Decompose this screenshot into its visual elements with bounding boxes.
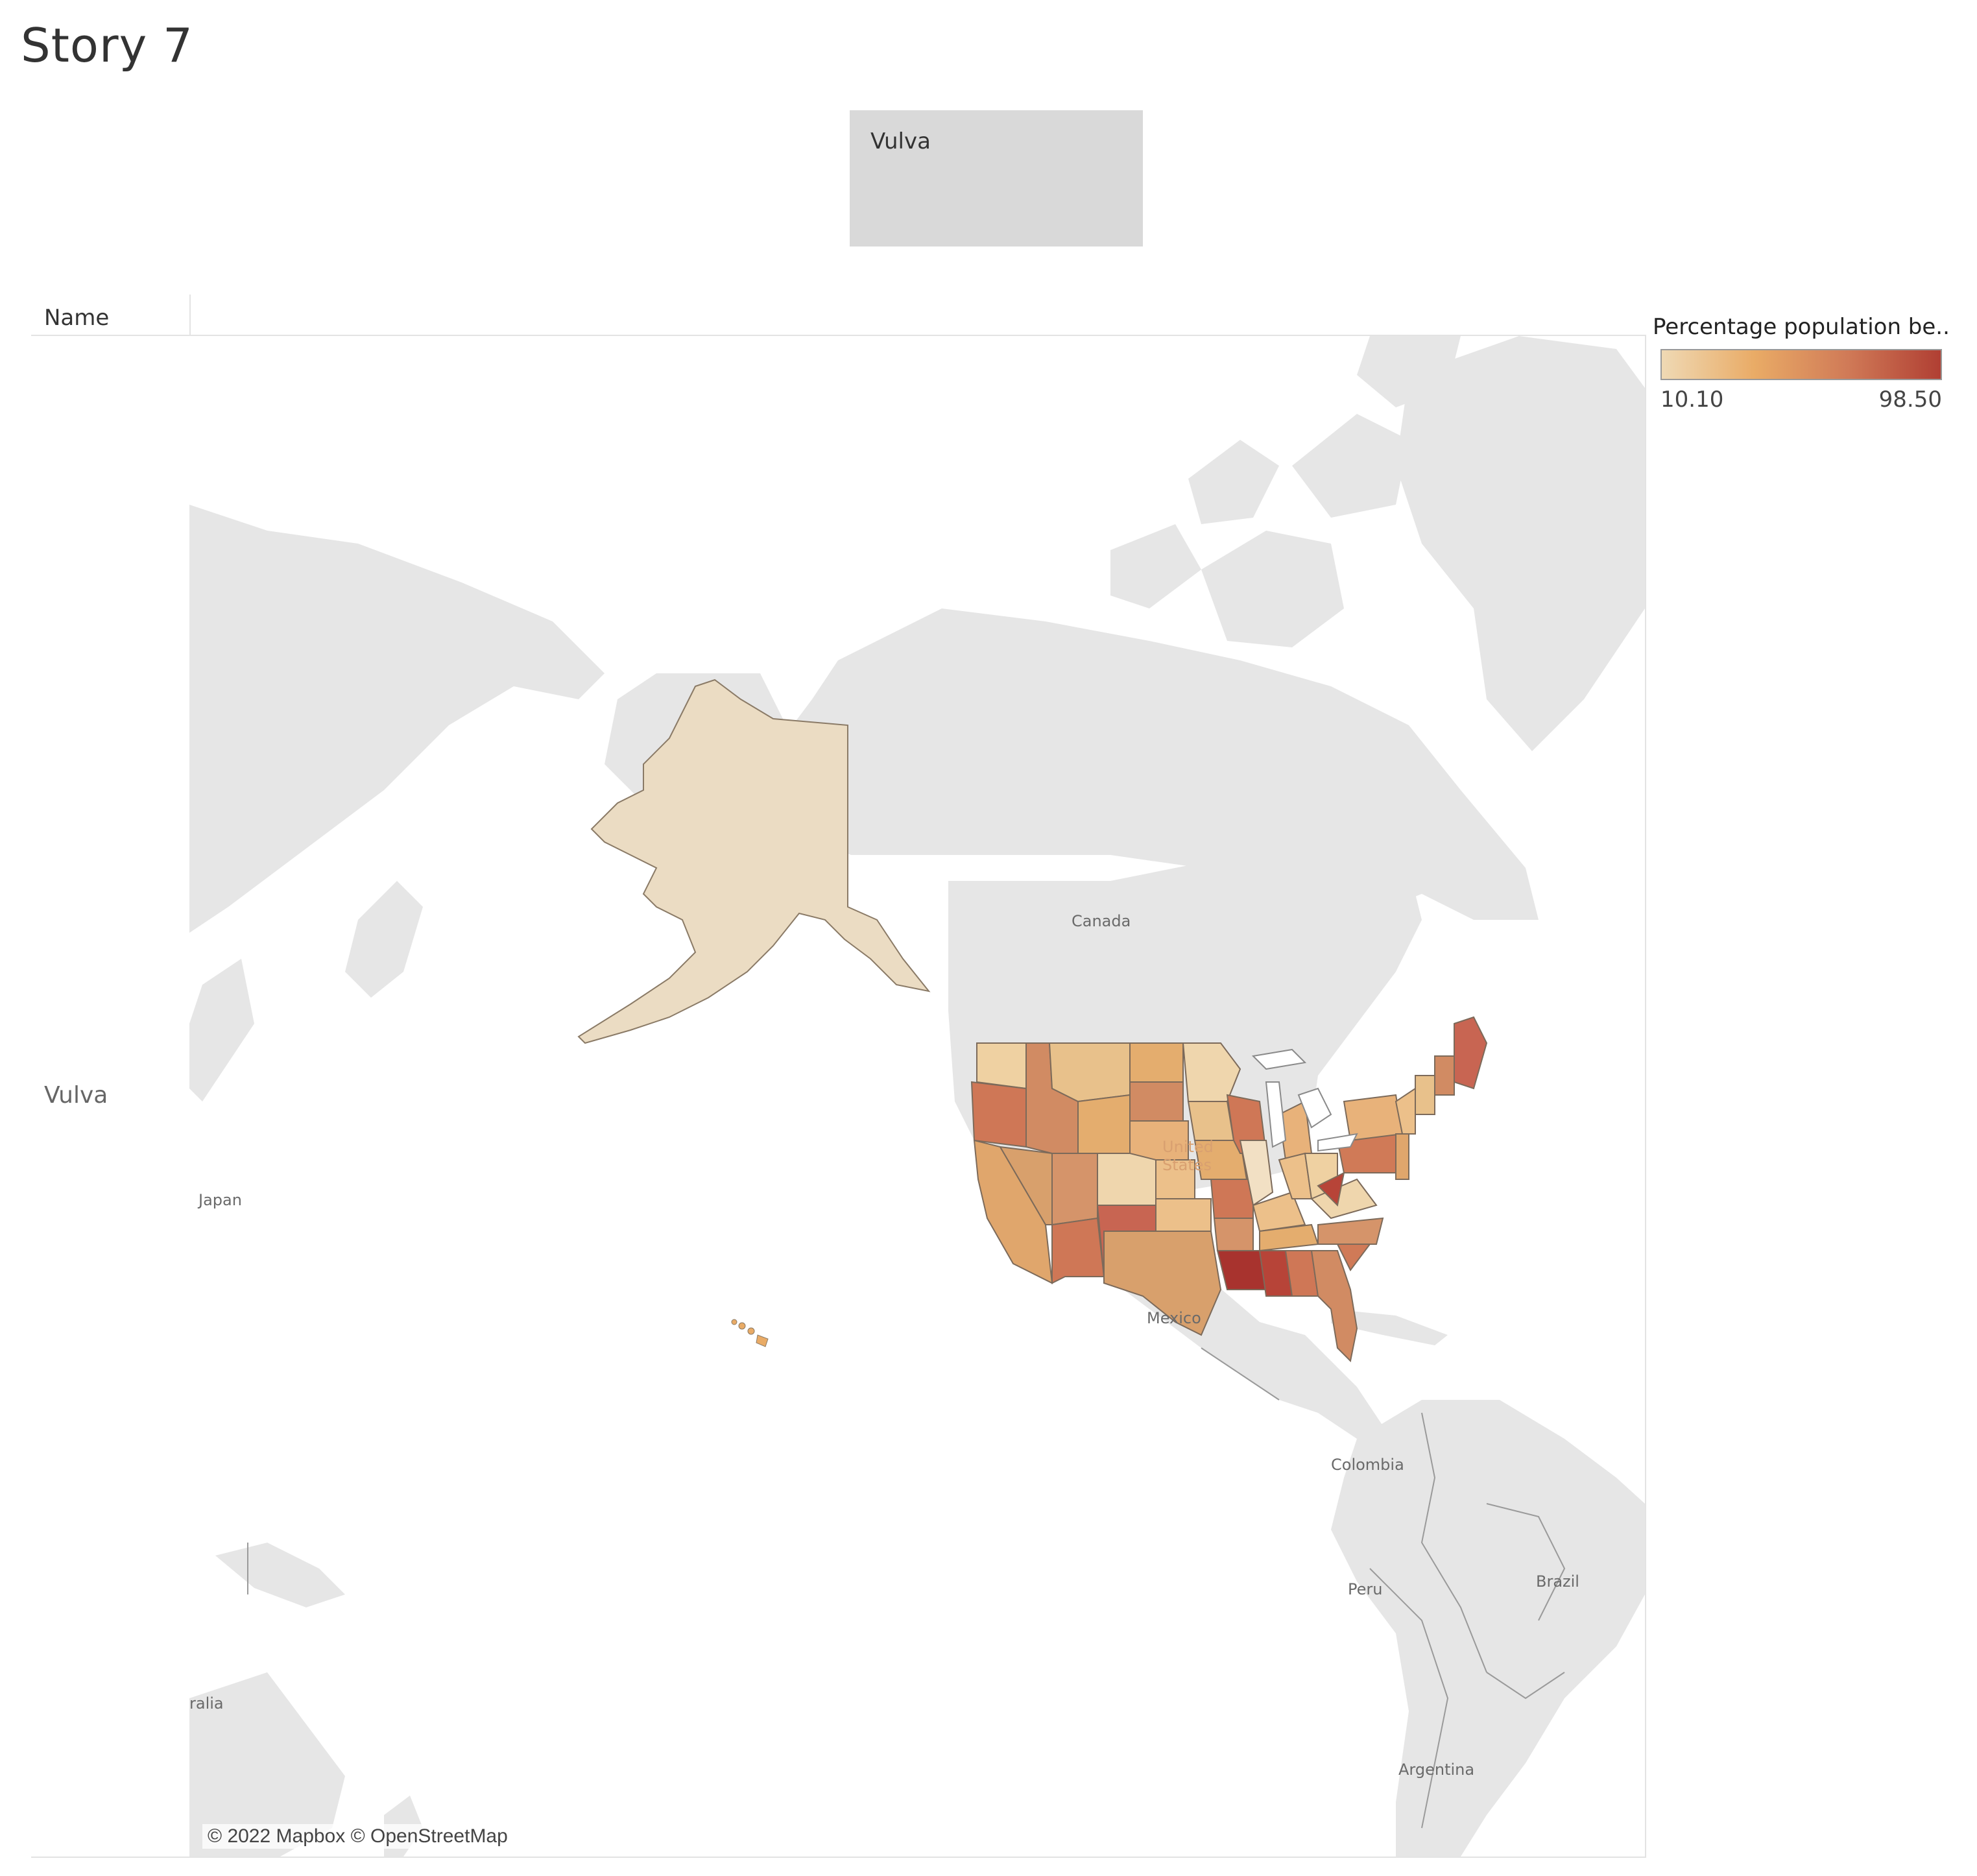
map-label-brazil: Brazil (1536, 1572, 1579, 1591)
map-label-argentina: Argentina (1398, 1761, 1475, 1779)
legend-color-ramp (1660, 349, 1942, 380)
legend-ticks: 10.10 98.50 (1660, 387, 1942, 415)
map-label-canada: Canada (1072, 912, 1131, 930)
row-header-column (31, 295, 191, 1858)
map-attribution[interactable]: © 2022 Mapbox © OpenStreetMap (202, 1824, 513, 1849)
story-point-label: Vulva (870, 128, 931, 154)
column-header-divider (31, 335, 1646, 336)
map-label-united-states: United States (1162, 1138, 1214, 1174)
map-label-australia: ralia (189, 1694, 224, 1713)
map-label-japan: Japan (198, 1191, 242, 1209)
story-title: Story 7 (21, 18, 193, 73)
legend-min-label: 10.10 (1660, 387, 1724, 413)
column-header-name[interactable]: Name (44, 305, 110, 331)
row-label-vulva[interactable]: Vulva (44, 1082, 108, 1109)
map-label-mexico: Mexico (1147, 1309, 1201, 1327)
map-label-colombia: Colombia (1331, 1456, 1404, 1474)
map-view[interactable]: Canada United States Mexico Japan Colomb… (189, 336, 1646, 1857)
color-legend[interactable]: Percentage population be.. 10.10 98.50 (1653, 314, 1951, 415)
basemap (189, 336, 1645, 1857)
map-label-peru: Peru (1348, 1580, 1383, 1598)
legend-title: Percentage population be.. (1653, 314, 1950, 340)
legend-max-label: 98.50 (1878, 387, 1942, 413)
story-point-vulva[interactable]: Vulva (850, 110, 1143, 247)
bottom-divider (31, 1857, 1646, 1858)
